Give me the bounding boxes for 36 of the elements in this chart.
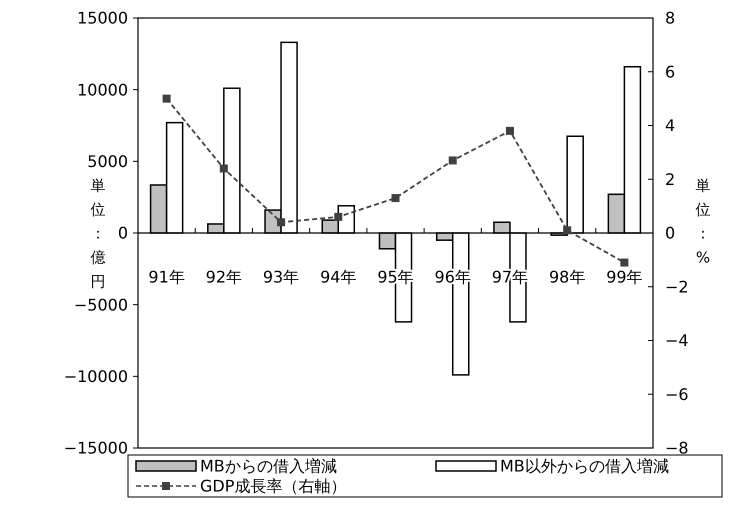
y-tick-label: −15000 — [64, 438, 128, 458]
y-tick-label: −5000 — [74, 295, 128, 314]
point — [277, 218, 286, 226]
y-axis-title: 単位：億円 — [90, 176, 106, 290]
point — [506, 126, 514, 135]
x-tick-label: 99年 — [606, 268, 643, 287]
point — [334, 212, 342, 221]
y2-tick-label: 8 — [665, 8, 676, 28]
point — [220, 164, 228, 172]
legend-label: MBからの借入増減 — [200, 456, 337, 476]
y2-tick-label: 0 — [665, 224, 676, 243]
y-tick-label: 0 — [118, 224, 128, 243]
x-tick-label: 93年 — [262, 268, 300, 287]
x-tick-label: 92年 — [206, 268, 242, 287]
y-tick-label: 10000 — [77, 80, 128, 100]
x-tick-label: 91年 — [148, 268, 185, 287]
y2-tick-label: 6 — [665, 62, 676, 82]
point — [620, 258, 628, 267]
x-tick-label: 98年 — [548, 268, 586, 287]
y2-tick-label: 2 — [665, 170, 676, 189]
legend-label: MB以外からの借入増減 — [500, 456, 669, 476]
y2-tick-label: −8 — [665, 438, 689, 458]
point — [392, 194, 400, 202]
y2-tick-label: 4 — [665, 116, 676, 136]
point — [162, 94, 171, 103]
y2-tick-label: −4 — [665, 331, 689, 350]
point — [563, 226, 572, 234]
y-tick-label: −10000 — [64, 366, 128, 386]
point — [448, 156, 457, 164]
y2-axis-title: 単位：% — [696, 176, 710, 266]
y-tick-label: 15000 — [77, 8, 128, 28]
y2-tick-label: −2 — [665, 277, 689, 296]
x-tick-label: 94年 — [320, 268, 356, 287]
legend-label: GDP成長率（右軸） — [200, 476, 346, 496]
y-tick-label: 5000 — [87, 152, 128, 171]
y2-tick-label: −6 — [665, 384, 689, 404]
